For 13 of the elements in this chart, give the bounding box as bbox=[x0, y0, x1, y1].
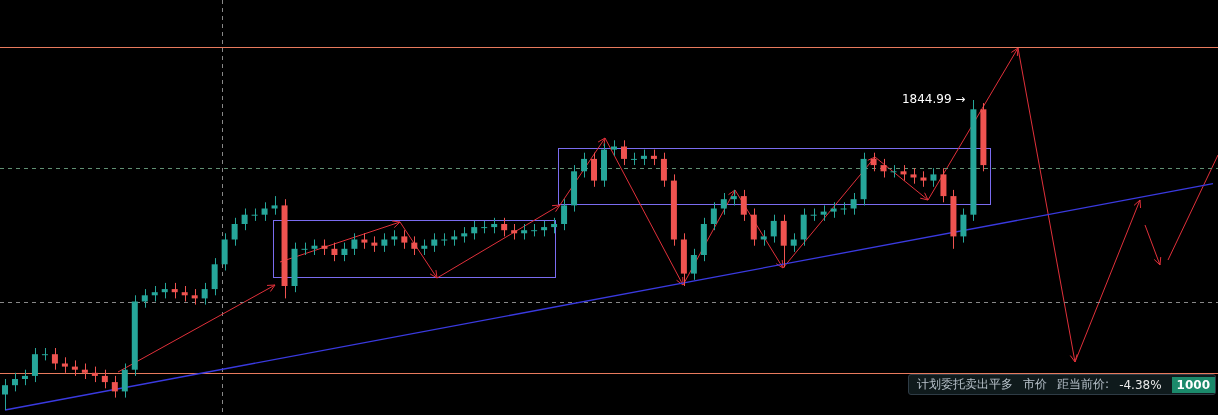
candlestick bbox=[451, 229, 458, 247]
candlestick bbox=[930, 167, 937, 188]
candlestick bbox=[141, 288, 148, 309]
candlestick bbox=[271, 195, 278, 216]
candlestick bbox=[401, 229, 408, 250]
annotation: 计划委托卖出平多 bbox=[917, 376, 1014, 393]
annotation: 市价 bbox=[1023, 376, 1048, 393]
candlestick bbox=[760, 229, 767, 247]
annotation: 1000 bbox=[1171, 376, 1215, 393]
candlestick bbox=[391, 229, 398, 247]
annotation: -4.38% bbox=[1119, 377, 1162, 392]
annotation: 1844.99 → bbox=[901, 92, 966, 107]
annotation: 距当前价: bbox=[1057, 376, 1110, 393]
